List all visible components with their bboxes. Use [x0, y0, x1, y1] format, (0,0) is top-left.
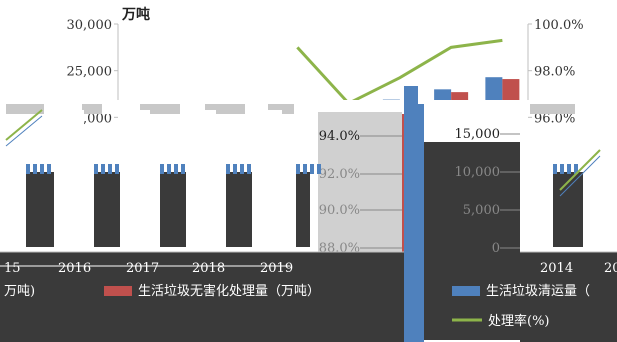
artifact-white [252, 110, 282, 250]
artifact-gray [82, 104, 102, 114]
artifact-white [520, 110, 528, 250]
artifact-gray [268, 104, 294, 114]
artifact-bottom-dark [0, 252, 404, 342]
artifact-gray [530, 104, 575, 114]
x-tick-label: 15 [4, 261, 21, 276]
artifact-dark [553, 172, 583, 247]
artifact-mini-bar [26, 164, 30, 174]
artifact-right-axis-box [318, 112, 402, 252]
right-tick-label: 100.0% [534, 18, 584, 33]
garbled-left-tick: 15,000 [455, 127, 501, 142]
artifact-mini-bar [40, 164, 44, 174]
garbled-left-tick: 0 [492, 241, 500, 256]
artifact-diagonal [5, 109, 43, 141]
artifact-mini-bar [101, 164, 105, 174]
artifact-mini-bar [108, 164, 112, 174]
artifact-mini-bar [33, 164, 37, 174]
artifact-mini-bar [240, 164, 244, 174]
artifact-dark [160, 172, 190, 247]
legend-fragment: 万吨) [4, 284, 35, 299]
artifact-mini-bar [115, 164, 119, 174]
artifact-mini-bar [226, 164, 230, 174]
artifact-mini-bar [160, 164, 164, 174]
x-tick-label: 2016 [58, 261, 91, 276]
left-tick-label: 30,000 [67, 18, 113, 33]
artifact-mini-bar [167, 164, 171, 174]
artifact-dark [94, 172, 122, 247]
artifact-dark [296, 172, 310, 247]
artifact-mini-bar [303, 164, 307, 174]
unit-label: 万吨 [121, 6, 150, 23]
legend-swatch-清运量 [452, 286, 480, 296]
right-tick-label: 98.0% [534, 65, 575, 80]
artifact-gray [205, 104, 245, 114]
artifact-gray [140, 104, 180, 114]
garbled-right-tick: 92.0% [319, 167, 360, 182]
artifact-mini-bar [553, 164, 557, 174]
legend-label-无害化: 生活垃圾无害化处理量（万吨） [138, 283, 320, 299]
artifact-mini-bar [181, 164, 185, 174]
artifact-dark [226, 172, 256, 247]
legend-label-rate: 处理率(%) [488, 313, 550, 329]
x-tick-label: 2017 [126, 261, 159, 276]
artifact-mini-bar [247, 164, 251, 174]
garbled-left-tick: 5,000 [463, 203, 500, 218]
artifact-blue-column [404, 104, 424, 342]
artifact-diagonal [5, 115, 43, 147]
x-tick-label: 2019 [260, 261, 293, 276]
artifact-mini-bar [567, 164, 571, 174]
left-tick-label: 25,000 [67, 65, 113, 80]
legend-swatch-无害化 [104, 286, 132, 296]
garbled-left-tick: 10,000 [455, 165, 501, 180]
artifact-diagonal [559, 149, 601, 191]
artifact-white [54, 110, 84, 250]
artifact-mini-bar [296, 164, 300, 174]
artifact-gray [6, 104, 44, 114]
artifact-mini-bar [574, 164, 578, 174]
artifact-white [186, 110, 216, 250]
artifact-blue-column-top [404, 86, 418, 104]
artifact-white-top [424, 114, 520, 142]
legend-label-清运量: 生活垃圾清运量（ [486, 284, 590, 299]
garbled-right-tick: 94.0% [319, 129, 360, 144]
artifact-mini-bar [310, 164, 314, 174]
x-tick-label: 2018 [192, 261, 225, 276]
artifact-mini-bar [47, 164, 51, 174]
artifact-dark [424, 140, 520, 340]
artifact-mini-bar [317, 164, 321, 174]
artifact-bottom-dark [520, 252, 617, 342]
artifact-dark [26, 172, 54, 247]
x-tick-label: 2014 [540, 261, 573, 276]
artifact-white [120, 110, 150, 250]
artifact-mini-bar [174, 164, 178, 174]
artifact-diagonal [559, 155, 601, 197]
artifact-mini-bar [94, 164, 98, 174]
artifact-mini-bar [560, 164, 564, 174]
garbled-right-tick: 90.0% [319, 203, 360, 218]
right-tick-label: 96.0% [534, 111, 575, 126]
x-tick-label: 20 [604, 261, 617, 276]
artifact-mini-bar [233, 164, 237, 174]
rate-line [296, 38, 503, 106]
